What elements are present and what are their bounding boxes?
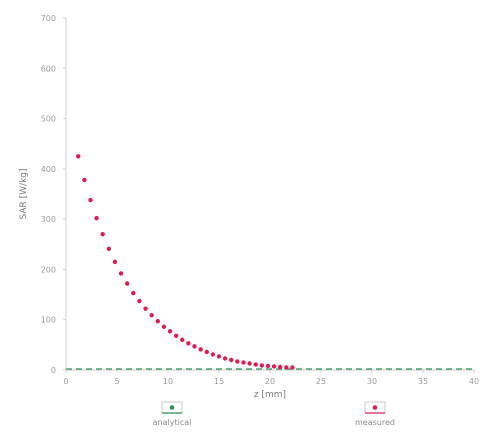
measured-series xyxy=(76,154,295,370)
measured-point xyxy=(210,352,216,357)
measured-point xyxy=(167,329,173,334)
measured-point xyxy=(216,354,222,359)
measured-point xyxy=(100,232,105,237)
x-tick-label: 35 xyxy=(418,377,428,386)
measured-point xyxy=(259,363,265,368)
measured-point xyxy=(290,365,295,370)
y-axis-title: SAR [W/kg] xyxy=(19,168,29,219)
measured-point xyxy=(155,319,160,324)
measured-point xyxy=(161,324,167,329)
measured-point xyxy=(229,357,234,363)
measured-point xyxy=(125,281,130,286)
legend-label-measured: measured xyxy=(355,418,395,427)
measured-point xyxy=(192,344,197,349)
y-tick-label: 300 xyxy=(41,215,56,224)
measured-point xyxy=(241,360,246,365)
x-tick-label: 0 xyxy=(63,377,68,386)
measured-point xyxy=(222,356,228,361)
y-tick-label: 0 xyxy=(51,366,56,375)
measured-point xyxy=(278,364,283,370)
measured-point xyxy=(265,363,271,369)
measured-point xyxy=(253,362,258,367)
measured-point xyxy=(88,197,93,203)
measured-point xyxy=(131,290,136,296)
measured-point xyxy=(284,365,289,370)
y-tick-label: 600 xyxy=(41,64,56,73)
x-tick-label: 10 xyxy=(163,377,173,386)
measured-point xyxy=(76,154,81,159)
y-tick-label: 100 xyxy=(41,316,56,325)
legend-label-analytical: analytical xyxy=(153,418,192,427)
x-tick-label: 20 xyxy=(265,377,275,386)
measured-point xyxy=(143,306,148,311)
legend: analytical measured xyxy=(153,401,395,427)
measured-point xyxy=(235,359,240,364)
measured-point xyxy=(247,361,252,366)
y-tick-label: 500 xyxy=(41,115,56,124)
measured-point xyxy=(149,312,154,318)
measured-point xyxy=(94,215,99,221)
measured-point xyxy=(173,333,179,339)
x-axis-title: z [mm] xyxy=(254,390,286,400)
measured-point xyxy=(106,246,112,252)
legend-marker-analytical xyxy=(169,405,175,410)
measured-point xyxy=(118,271,124,276)
measured-point xyxy=(271,364,277,369)
x-tick-label: 30 xyxy=(367,377,377,386)
measured-point xyxy=(180,337,185,343)
measured-point xyxy=(198,347,203,352)
measured-point xyxy=(82,177,87,183)
y-tick-label: 700 xyxy=(41,14,56,23)
x-tick-label: 40 xyxy=(469,377,479,386)
measured-point xyxy=(186,341,191,346)
y-tick-label: 400 xyxy=(41,165,56,174)
legend-item-measured[interactable]: measured xyxy=(355,401,395,427)
legend-marker-measured xyxy=(372,405,378,410)
measured-point xyxy=(204,349,209,355)
x-tick-label: 25 xyxy=(316,377,326,386)
x-tick-label: 5 xyxy=(114,377,119,386)
y-tick-label: 200 xyxy=(41,265,56,274)
axes xyxy=(65,18,474,371)
measured-point xyxy=(112,259,118,265)
x-tick-label: 15 xyxy=(214,377,224,386)
legend-item-analytical[interactable]: analytical xyxy=(153,401,192,427)
measured-point xyxy=(137,298,142,304)
